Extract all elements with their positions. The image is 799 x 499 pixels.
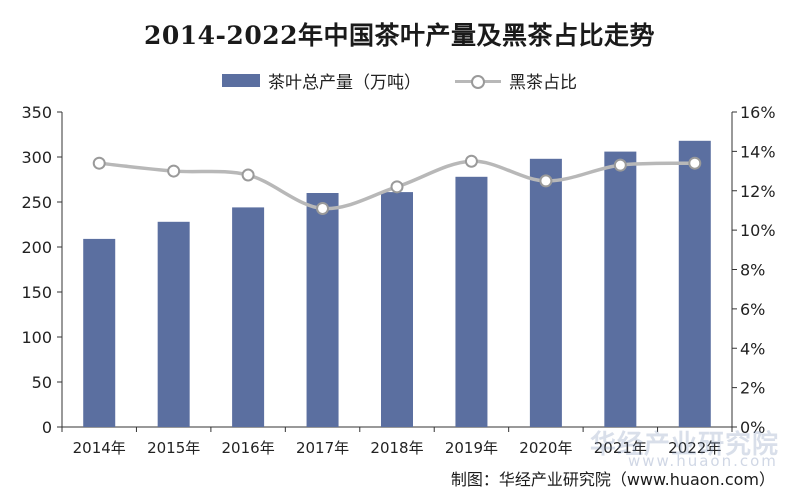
watermark-url: www.huaon.com: [628, 452, 778, 470]
legend-label-share: 黑茶占比: [509, 73, 577, 93]
x-tick-label: 2022年: [668, 439, 721, 457]
y-right-tick-label: 10%: [740, 221, 776, 240]
y-right-tick-label: 0%: [740, 418, 765, 437]
x-tick-label: 2014年: [73, 439, 126, 457]
chart-legend: 茶叶总产量（万吨） 黑茶占比: [0, 68, 799, 93]
point-share: [390, 180, 404, 194]
y-right-tick-label: 16%: [740, 103, 776, 122]
y-right-tick-label: 14%: [740, 142, 776, 161]
bar-production: [83, 238, 116, 427]
point-share: [241, 168, 255, 182]
bar-production: [455, 176, 488, 427]
x-tick-label: 2015年: [147, 439, 200, 457]
watermark-logo: 华经产业研究院: [590, 430, 780, 460]
legend-label-production: 茶叶总产量（万吨）: [268, 73, 421, 93]
bar-production: [678, 140, 711, 428]
point-share: [92, 156, 106, 170]
y-left-tick-label: 250: [21, 193, 52, 212]
y-left-tick-label: 0: [42, 418, 52, 437]
y-left-tick-label: 100: [21, 328, 52, 347]
x-tick-label: 2020年: [519, 439, 572, 457]
y-right-tick-label: 4%: [740, 339, 765, 358]
point-share: [167, 164, 181, 178]
x-tick-label: 2019年: [445, 439, 498, 457]
bar-production: [232, 207, 265, 427]
legend-item-production: 茶叶总产量（万吨）: [222, 68, 421, 93]
y-left-tick-label: 150: [21, 283, 52, 302]
bar-production: [529, 158, 562, 428]
y-right-tick-label: 2%: [740, 379, 765, 398]
point-share: [539, 174, 553, 188]
x-tick-label: 2021年: [594, 439, 647, 457]
y-left-tick-label: 50: [32, 373, 52, 392]
y-left-tick-label: 200: [21, 238, 52, 257]
point-share: [688, 156, 702, 170]
bar-production: [604, 151, 637, 427]
bar-production: [157, 221, 190, 427]
y-right-tick-label: 12%: [740, 182, 776, 201]
point-share: [613, 158, 627, 172]
y-left-tick-label: 350: [21, 103, 52, 122]
point-share: [464, 154, 478, 168]
y-right-tick-label: 8%: [740, 261, 765, 280]
legend-item-share: 黑茶占比: [455, 68, 577, 93]
legend-bar-swatch: [222, 74, 260, 87]
chart-title: 2014-2022年中国茶叶产量及黑茶占比走势: [143, 21, 656, 50]
point-share: [316, 201, 330, 215]
x-tick-label: 2018年: [370, 439, 423, 457]
bar-production: [306, 193, 339, 427]
y-left-tick-label: 300: [21, 148, 52, 167]
legend-line-swatch: [455, 74, 501, 89]
bar-production: [381, 192, 413, 427]
x-tick-label: 2016年: [222, 439, 275, 457]
source-note: 制图：华经产业研究院（www.huaon.com）: [450, 470, 775, 489]
x-tick-label: 2017年: [296, 439, 349, 457]
y-right-tick-label: 6%: [740, 300, 765, 319]
